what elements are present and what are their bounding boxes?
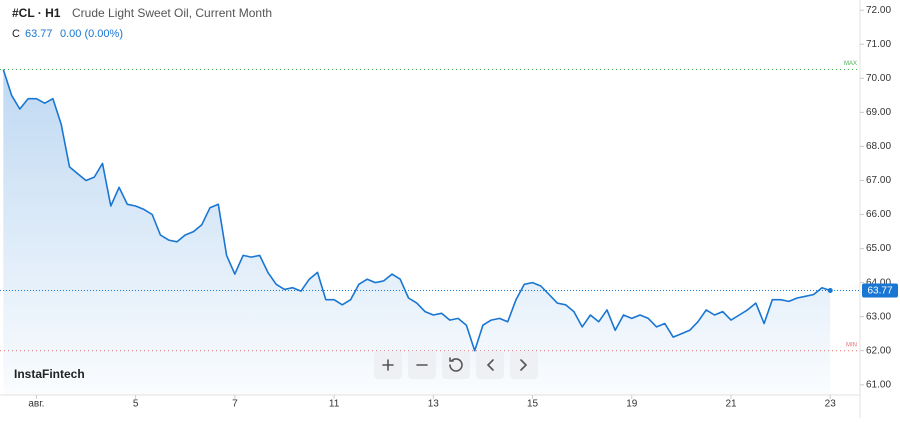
zoom-out-button[interactable]	[408, 351, 436, 379]
close-label: C	[12, 28, 20, 40]
y-tick-label: 69.00	[866, 107, 891, 118]
y-tick-label: 66.00	[866, 209, 891, 220]
x-tick-label: 5	[133, 399, 139, 410]
y-tick-label: 67.00	[866, 175, 891, 186]
x-tick-label: 7	[232, 399, 238, 410]
y-tick-label: 61.00	[866, 379, 891, 390]
y-tick-label: 65.00	[866, 243, 891, 254]
y-tick-label: 68.00	[866, 141, 891, 152]
max-label: MAX	[844, 61, 857, 67]
price-line	[2, 69, 831, 352]
x-tick-label: 23	[825, 399, 837, 410]
chart-title: Crude Light Sweet Oil, Current Month	[72, 6, 272, 20]
x-tick-label: авг.	[28, 399, 44, 410]
y-tick-label: 72.00	[866, 5, 891, 16]
x-tick-label: 19	[626, 399, 638, 410]
price-tag-label: 63.77	[867, 286, 892, 297]
reset-button[interactable]	[442, 351, 470, 379]
price-tag	[862, 283, 898, 298]
area	[3, 69, 831, 395]
last-point	[827, 287, 833, 293]
min-label: MIN	[846, 342, 857, 348]
x-tick-label: 21	[725, 399, 737, 410]
scroll-left-button[interactable]	[476, 351, 504, 379]
change: 0.00 (0.00%)	[60, 28, 123, 40]
symbol: #CL · H1	[12, 6, 61, 20]
y-tick-label: 64.00	[866, 277, 891, 288]
y-tick-label: 71.00	[866, 39, 891, 50]
brand: InstaFintech	[14, 367, 85, 381]
x-tick-label: 15	[527, 399, 539, 410]
y-tick-label: 63.00	[866, 311, 891, 322]
zoom-in-button[interactable]	[374, 351, 402, 379]
y-tick-label: 70.00	[866, 73, 891, 84]
x-tick-label: 13	[428, 399, 440, 410]
x-tick-label: 11	[329, 399, 340, 410]
close-value: 63.77	[25, 28, 53, 40]
scroll-right-button[interactable]	[510, 351, 538, 379]
toolbar	[374, 351, 538, 379]
y-tick-label: 62.00	[866, 345, 891, 356]
